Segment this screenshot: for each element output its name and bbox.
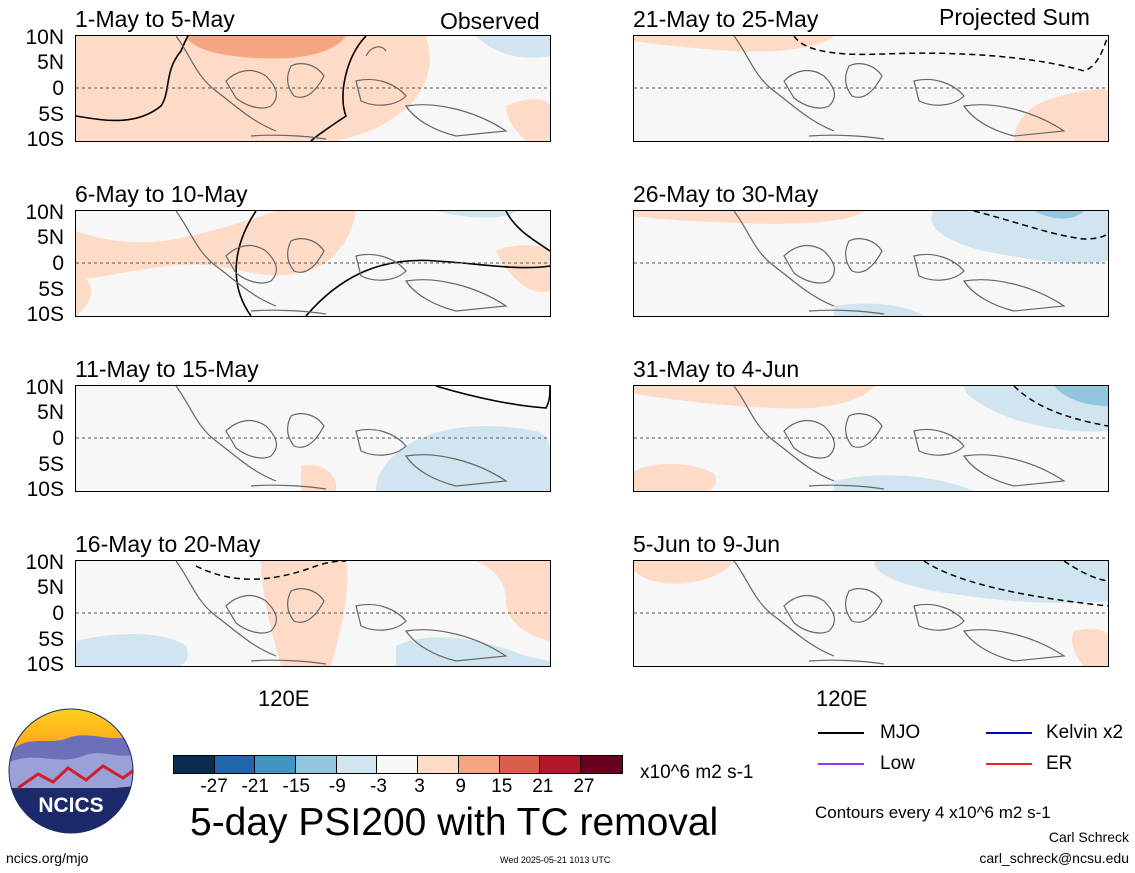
legend-label-kelvin: Kelvin x2 bbox=[1046, 722, 1124, 743]
projected-sum-label: Projected Sum bbox=[939, 4, 1090, 30]
legend-line-low bbox=[818, 763, 864, 765]
timestamp: Wed 2025-05-21 1013 UTC bbox=[500, 855, 611, 865]
map-svg bbox=[634, 211, 1108, 316]
lat-label-10n: 10N bbox=[25, 201, 64, 224]
colorbar-tick-label: 3 bbox=[414, 776, 425, 797]
map-frame bbox=[75, 560, 551, 667]
colorbar-swatch bbox=[540, 756, 581, 773]
lat-label-5n: 5N bbox=[37, 401, 64, 424]
lat-label-10s: 10S bbox=[26, 303, 64, 326]
colorbar-ticks: -27 -21 -15 -9 -3 3 9 15 21 27 bbox=[173, 776, 625, 798]
coastline-group bbox=[733, 561, 1066, 665]
coastline-group bbox=[175, 36, 508, 140]
colorbar-swatch bbox=[580, 756, 622, 773]
legend-label-low: Low bbox=[880, 753, 915, 774]
legend-line-er bbox=[986, 763, 1032, 765]
legend-line-mjo bbox=[818, 732, 864, 734]
lat-label-10s: 10S bbox=[26, 128, 64, 151]
map-frame bbox=[633, 385, 1109, 492]
colorbar-tick-label: 27 bbox=[573, 776, 595, 797]
colorbar-tick-label: -27 bbox=[200, 776, 228, 797]
logo-text: NCICS bbox=[38, 794, 103, 817]
map-frame bbox=[633, 35, 1109, 142]
colorbar-swatch bbox=[418, 756, 459, 773]
map-frame bbox=[633, 210, 1109, 317]
panel-title: 1-May to 5-May bbox=[75, 6, 235, 32]
lat-label-0: 0 bbox=[52, 427, 64, 450]
author: Carl Schreck bbox=[1048, 829, 1129, 845]
colorbar-swatch bbox=[377, 756, 419, 773]
colorbar-swatch bbox=[458, 756, 500, 773]
main-title: 5-day PSI200 with TC removal bbox=[190, 801, 719, 844]
coastline-group bbox=[175, 211, 508, 315]
lat-label-5n: 5N bbox=[37, 576, 64, 599]
legend-line-kelvin bbox=[986, 732, 1032, 734]
coastline-group bbox=[175, 561, 508, 665]
email[interactable]: carl_schreck@ncsu.edu bbox=[979, 850, 1129, 866]
lat-label-5s: 5S bbox=[38, 453, 64, 476]
colorbar-tick-label: 15 bbox=[491, 776, 513, 797]
coastline-group bbox=[733, 211, 1066, 315]
map-frame bbox=[75, 210, 551, 317]
map-frame bbox=[75, 385, 551, 492]
colorbar-swatch bbox=[296, 756, 337, 773]
colorbar-units: x10^6 m2 s-1 bbox=[640, 762, 754, 783]
lat-label-5s: 5S bbox=[38, 103, 64, 126]
map-frame bbox=[75, 35, 551, 142]
coastline-group bbox=[733, 386, 1066, 490]
lat-label-10s: 10S bbox=[26, 478, 64, 501]
ncics-logo: NCICS bbox=[8, 708, 134, 834]
lat-label-10s: 10S bbox=[26, 653, 64, 676]
contours-note: Contours every 4 x10^6 m2 s-1 bbox=[815, 803, 1051, 822]
map-svg bbox=[634, 36, 1108, 141]
colorbar-tick-label: -3 bbox=[370, 776, 387, 797]
panel-title: 26-May to 30-May bbox=[633, 181, 819, 207]
coastline-group bbox=[733, 36, 1066, 140]
panel-title: 11-May to 15-May bbox=[75, 356, 259, 382]
lon-label-120e: 120E bbox=[258, 686, 310, 711]
lat-label-5s: 5S bbox=[38, 628, 64, 651]
colorbar-swatch bbox=[499, 756, 541, 773]
lat-label-0: 0 bbox=[52, 252, 64, 275]
lat-label-10n: 10N bbox=[25, 551, 64, 574]
lat-label-5n: 5N bbox=[37, 51, 64, 74]
lat-label-10n: 10N bbox=[25, 376, 64, 399]
panel-title: 21-May to 25-May bbox=[633, 6, 819, 32]
legend-label-er: ER bbox=[1046, 753, 1073, 774]
panel-title: 6-May to 10-May bbox=[75, 181, 248, 207]
lon-label-120e: 120E bbox=[816, 686, 868, 711]
lat-label-10n: 10N bbox=[25, 26, 64, 49]
colorbar-tick-label: 21 bbox=[532, 776, 554, 797]
lat-label-0: 0 bbox=[52, 602, 64, 625]
panel-title: 5-Jun to 9-Jun bbox=[633, 531, 781, 557]
colorbar-swatch bbox=[174, 756, 215, 773]
map-svg bbox=[76, 561, 550, 666]
coastline-group bbox=[175, 386, 508, 490]
map-svg bbox=[634, 386, 1108, 491]
colorbar-tick-label: -9 bbox=[328, 776, 346, 797]
map-svg bbox=[76, 211, 550, 316]
map-svg bbox=[76, 386, 550, 491]
map-svg bbox=[76, 36, 550, 141]
legend-label-mjo: MJO bbox=[880, 722, 921, 743]
panel-title: 16-May to 20-May bbox=[75, 531, 261, 557]
panel-title: 31-May to 4-Jun bbox=[633, 356, 800, 382]
lat-label-5n: 5N bbox=[37, 226, 64, 249]
map-svg bbox=[634, 561, 1108, 666]
logo-svg: NCICS bbox=[8, 708, 134, 834]
colorbar-swatch bbox=[336, 756, 378, 773]
colorbar bbox=[173, 755, 623, 774]
map-frame bbox=[633, 560, 1109, 667]
colorbar-tick-label: -21 bbox=[241, 776, 269, 797]
colorbar-tick-label: -15 bbox=[282, 776, 310, 797]
lat-label-0: 0 bbox=[52, 77, 64, 100]
observed-label: Observed bbox=[440, 8, 540, 34]
site-url[interactable]: ncics.org/mjo bbox=[6, 850, 89, 866]
colorbar-swatch bbox=[255, 756, 297, 773]
lat-label-5s: 5S bbox=[38, 278, 64, 301]
colorbar-swatch bbox=[214, 756, 256, 773]
colorbar-tick-label: 9 bbox=[455, 776, 466, 797]
